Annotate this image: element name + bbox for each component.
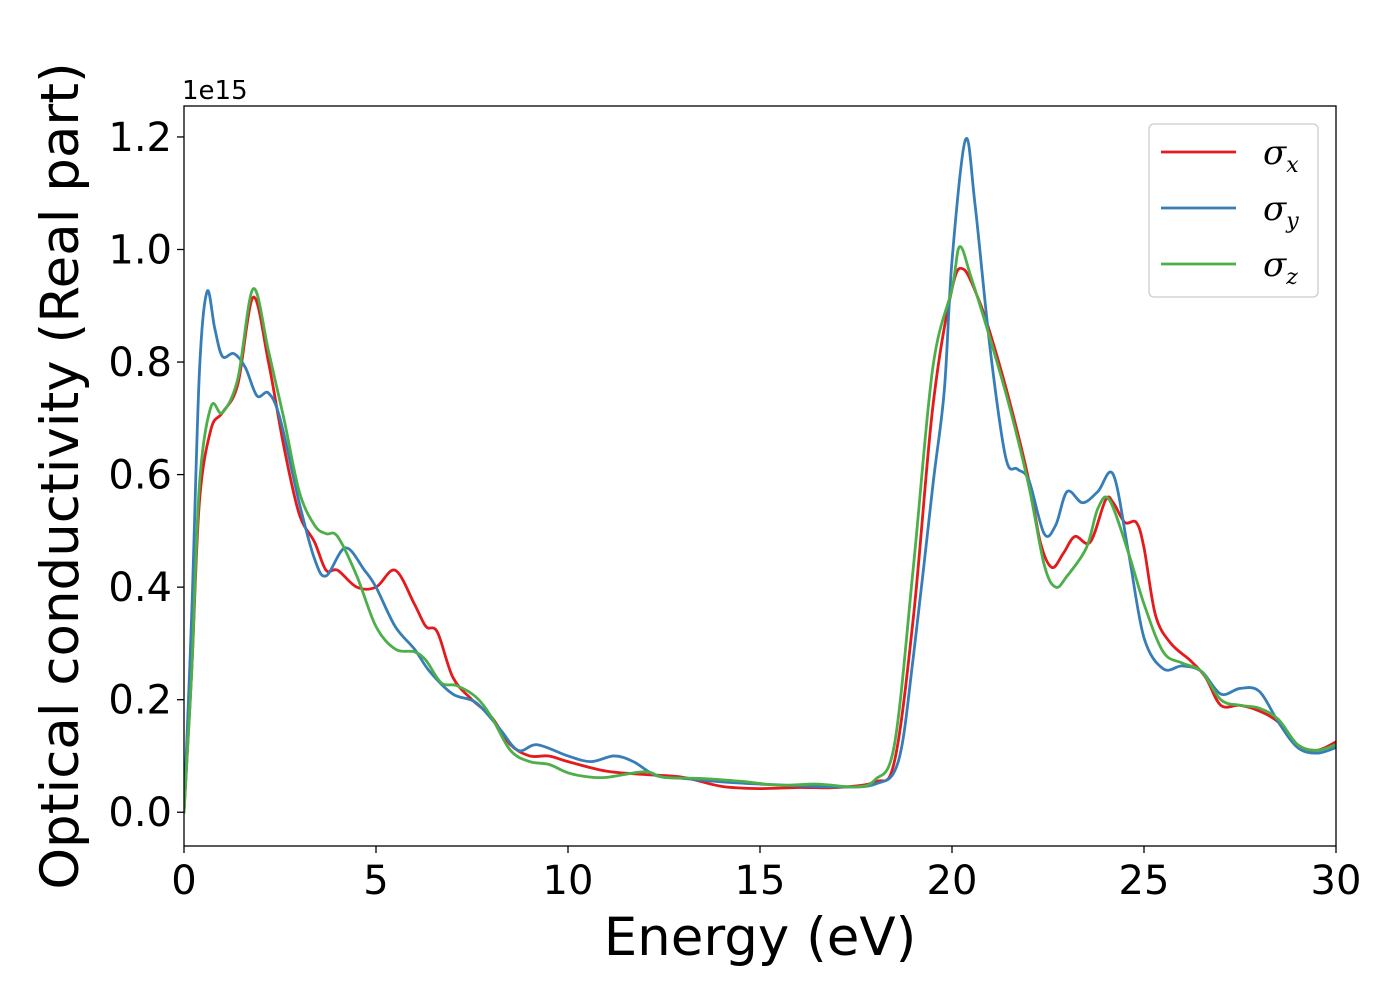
legend-frame	[1148, 123, 1319, 298]
x-axis-label: Energy (eV)	[604, 907, 917, 968]
x-tick-label: 30	[1311, 858, 1362, 904]
x-tick-label: 20	[927, 858, 978, 904]
y-tick-label: 0.6	[108, 453, 172, 499]
y-tick-label: 1.2	[108, 115, 172, 161]
x-tick-label: 5	[363, 858, 388, 904]
series-layer	[184, 136, 1336, 814]
y-tick-label: 0.8	[108, 340, 172, 386]
y-tick-label: 1.0	[108, 227, 172, 273]
x-tick-label: 15	[735, 858, 786, 904]
series-line-z	[184, 245, 1336, 814]
y-tick-label: 0.2	[108, 678, 172, 724]
x-tick-label: 25	[1119, 858, 1170, 904]
x-tick-label: 10	[543, 858, 594, 904]
x-tick-label: 0	[171, 858, 196, 904]
y-axis-ticks: 0.0 0.2 0.4 0.6 0.8 1.0 1.2	[108, 115, 184, 836]
y-tick-label: 0.4	[108, 565, 172, 611]
x-axis-ticks: 0 5 10 15 20 25 30	[171, 846, 1361, 904]
plot-area	[184, 106, 1336, 846]
y-axis-label: Optical conductivity (Real part)	[30, 62, 91, 889]
y-tick-label: 0.0	[108, 790, 172, 836]
y-offset-label: 1e15	[182, 76, 248, 106]
